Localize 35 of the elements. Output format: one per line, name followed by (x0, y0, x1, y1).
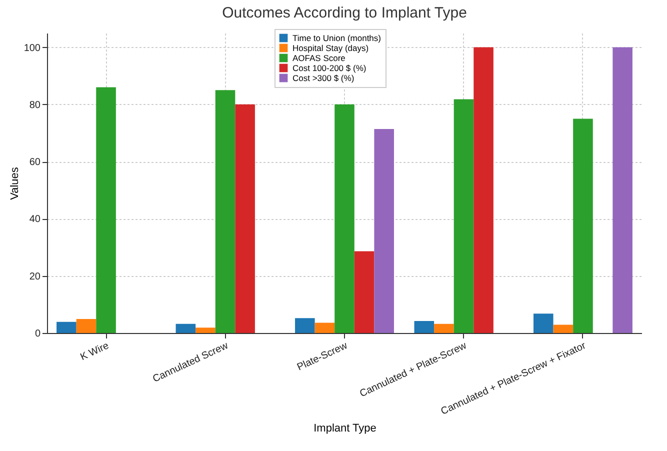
bar (235, 104, 255, 333)
y-tick-label: 100 (24, 42, 41, 54)
bar (295, 318, 315, 333)
legend-label: AOFAS Score (292, 53, 346, 63)
y-tick-label: 40 (29, 214, 41, 226)
legend-label: Cost 100-200 $ (%) (292, 63, 366, 73)
bar (176, 324, 196, 333)
legend-label: Hospital Stay (days) (292, 43, 369, 53)
y-tick-label: 80 (29, 100, 41, 111)
bar (474, 47, 494, 333)
bar (354, 251, 374, 333)
y-axis-title: Values (8, 166, 21, 200)
legend-label: Time to Union (months) (292, 33, 382, 43)
bar (434, 324, 454, 333)
chart-title: Outcomes According to Implant Type (222, 4, 467, 22)
bar (215, 90, 236, 333)
bar (553, 324, 574, 333)
bar (314, 322, 335, 333)
bar (96, 87, 116, 333)
y-tick-label: 60 (29, 157, 41, 168)
bar (56, 322, 76, 333)
x-tick-label: K Wire (78, 340, 112, 364)
bar (414, 321, 434, 333)
bar (454, 99, 474, 333)
bar (196, 328, 216, 333)
bar (573, 118, 593, 333)
bar (612, 47, 632, 333)
bar (533, 314, 554, 333)
y-tick-label: 20 (29, 271, 41, 282)
bar (374, 129, 394, 333)
bar (334, 104, 354, 333)
legend-label: Cost >300 $ (%) (292, 73, 354, 83)
y-tick-label: 0 (34, 328, 41, 340)
bar (76, 319, 96, 333)
x-axis-title: Implant Type (314, 422, 376, 435)
